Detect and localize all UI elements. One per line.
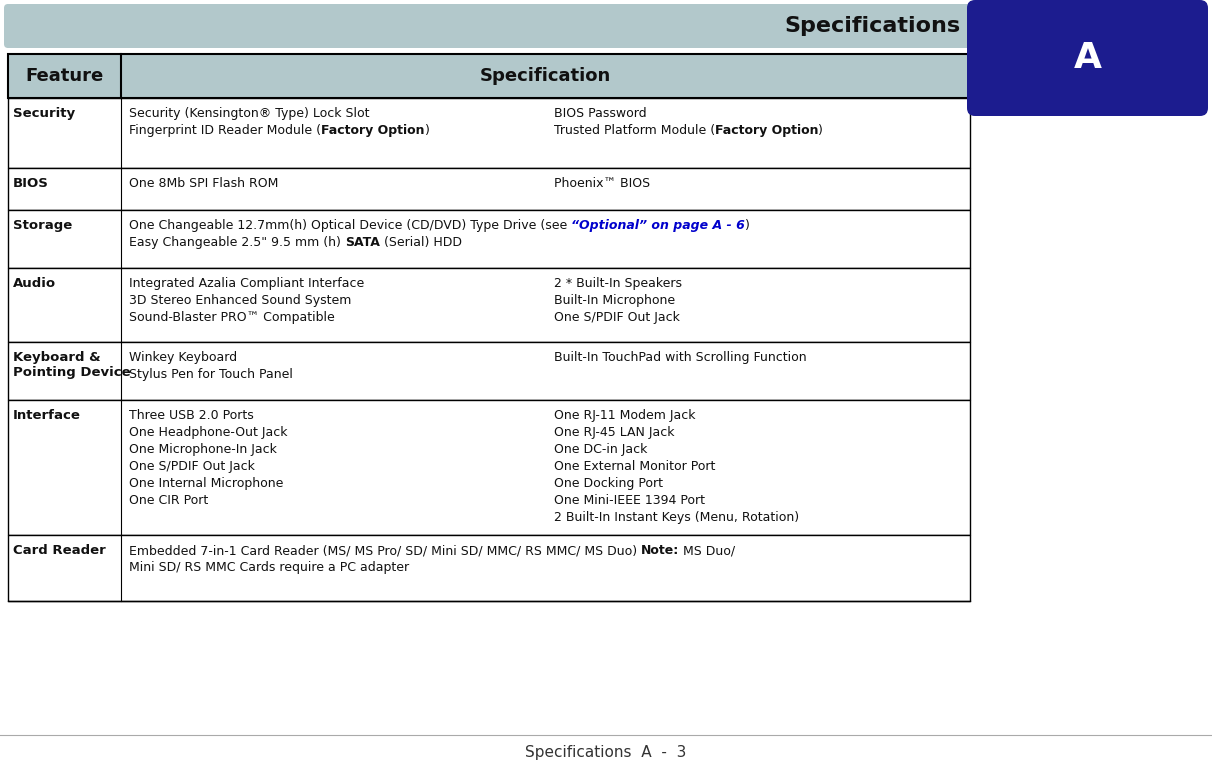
Text: Stylus Pen for Touch Panel: Stylus Pen for Touch Panel (128, 368, 293, 381)
Text: Sound-Blaster PRO™ Compatible: Sound-Blaster PRO™ Compatible (128, 311, 335, 324)
Text: One S/PDIF Out Jack: One S/PDIF Out Jack (554, 311, 680, 324)
Text: One RJ-11 Modem Jack: One RJ-11 Modem Jack (554, 409, 694, 422)
Text: Three USB 2.0 Ports: Three USB 2.0 Ports (128, 409, 253, 422)
Text: BIOS: BIOS (13, 177, 48, 190)
Text: One External Monitor Port: One External Monitor Port (554, 460, 715, 473)
Bar (8, 168, 970, 210)
Bar (8, 210, 970, 268)
Text: 2 * Built-In Speakers: 2 * Built-In Speakers (554, 277, 681, 290)
Text: Audio: Audio (13, 277, 56, 290)
Text: One Changeable 12.7mm(h) Optical Device (CD/DVD) Type Drive (see: One Changeable 12.7mm(h) Optical Device … (128, 219, 571, 232)
Text: Specifications  A  -  3: Specifications A - 3 (525, 745, 687, 761)
Text: (Serial) HDD: (Serial) HDD (379, 236, 462, 249)
Text: Built-In TouchPad with Scrolling Function: Built-In TouchPad with Scrolling Functio… (554, 351, 806, 364)
Text: MS Duo/: MS Duo/ (680, 544, 736, 557)
Text: One Headphone-Out Jack: One Headphone-Out Jack (128, 426, 287, 439)
Text: One Mini-IEEE 1394 Port: One Mini-IEEE 1394 Port (554, 494, 704, 507)
Text: One Docking Port: One Docking Port (554, 477, 663, 490)
Text: Integrated Azalia Compliant Interface: Integrated Azalia Compliant Interface (128, 277, 365, 290)
Text: Factory Option: Factory Option (715, 124, 818, 137)
Text: A: A (1074, 41, 1102, 75)
Text: BIOS Password: BIOS Password (554, 107, 646, 120)
Text: Trusted Platform Module (: Trusted Platform Module ( (554, 124, 715, 137)
Text: ): ) (818, 124, 823, 137)
Text: One 8Mb SPI Flash ROM: One 8Mb SPI Flash ROM (128, 177, 279, 190)
Text: One Microphone-In Jack: One Microphone-In Jack (128, 443, 276, 456)
Text: Winkey Keyboard: Winkey Keyboard (128, 351, 238, 364)
Bar (8, 400, 970, 535)
Text: Card Reader: Card Reader (13, 544, 105, 557)
Bar (8, 535, 970, 601)
Text: “Optional” on page A - 6: “Optional” on page A - 6 (571, 219, 745, 232)
Text: Embedded 7-in-1 Card Reader (MS/ MS Pro/ SD/ Mini SD/ MMC/ RS MMC/ MS Duo): Embedded 7-in-1 Card Reader (MS/ MS Pro/… (128, 544, 641, 557)
Text: Storage: Storage (13, 219, 73, 232)
Text: Phoenix™ BIOS: Phoenix™ BIOS (554, 177, 650, 190)
Text: Specification: Specification (480, 67, 611, 85)
Text: 2 Built-In Instant Keys (Menu, Rotation): 2 Built-In Instant Keys (Menu, Rotation) (554, 511, 799, 524)
Text: Security (Kensington® Type) Lock Slot: Security (Kensington® Type) Lock Slot (128, 107, 370, 120)
Text: SATA: SATA (345, 236, 379, 249)
Text: One S/PDIF Out Jack: One S/PDIF Out Jack (128, 460, 255, 473)
Text: Keyboard &
Pointing Device: Keyboard & Pointing Device (13, 351, 131, 379)
Text: Easy Changeable 2.5" 9.5 mm (h): Easy Changeable 2.5" 9.5 mm (h) (128, 236, 345, 249)
FancyBboxPatch shape (967, 0, 1208, 116)
Text: Mini SD/ RS MMC Cards require a PC adapter: Mini SD/ RS MMC Cards require a PC adapt… (128, 561, 410, 574)
Text: One CIR Port: One CIR Port (128, 494, 208, 507)
Text: One DC-in Jack: One DC-in Jack (554, 443, 647, 456)
Text: One Internal Microphone: One Internal Microphone (128, 477, 284, 490)
Text: Security: Security (13, 107, 75, 120)
Bar (8, 54, 970, 98)
Bar (8, 268, 970, 342)
Text: Feature: Feature (25, 67, 103, 85)
Text: ): ) (424, 124, 429, 137)
Bar (8, 98, 970, 168)
Text: Factory Option: Factory Option (321, 124, 424, 137)
Bar (8, 342, 970, 400)
FancyBboxPatch shape (4, 4, 974, 48)
Text: Fingerprint ID Reader Module (: Fingerprint ID Reader Module ( (128, 124, 321, 137)
Text: Built-In Microphone: Built-In Microphone (554, 294, 675, 307)
Text: Note:: Note: (641, 544, 680, 557)
Text: Interface: Interface (13, 409, 81, 422)
Text: ): ) (745, 219, 750, 232)
Text: Specifications: Specifications (784, 16, 960, 36)
Text: 3D Stereo Enhanced Sound System: 3D Stereo Enhanced Sound System (128, 294, 351, 307)
Text: One RJ-45 LAN Jack: One RJ-45 LAN Jack (554, 426, 674, 439)
